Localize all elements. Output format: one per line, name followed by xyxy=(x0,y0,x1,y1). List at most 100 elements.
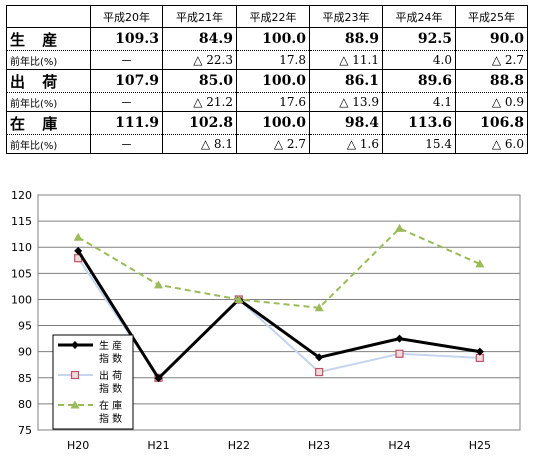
table-cell: 111.9 xyxy=(90,111,163,135)
legend-label: 指 数 xyxy=(99,382,122,395)
header-cell-h20: 平成20年 xyxy=(90,5,163,28)
data-point-diamond xyxy=(475,347,484,356)
row-sublabel: 前年比(%) xyxy=(6,92,91,112)
table-cell: － xyxy=(90,50,163,70)
table-cell: 98.4 xyxy=(309,111,383,135)
table-cell: △ 2.7 xyxy=(236,134,310,154)
table-row-production: 生 産 109.3 84.9 100.0 88.9 92.5 90.0 xyxy=(6,27,528,51)
data-point-triangle xyxy=(314,303,324,312)
table-cell: 113.6 xyxy=(382,111,456,135)
table-cell: 92.5 xyxy=(382,27,456,51)
table-cell: 4.0 xyxy=(382,50,456,70)
table-cell: 85.0 xyxy=(162,69,237,93)
legend-label: 指 数 xyxy=(99,412,122,425)
y-tick-label: 115 xyxy=(11,215,32,228)
y-tick-label: 100 xyxy=(11,293,32,306)
header-cell-corner xyxy=(6,5,91,28)
header-cell-h23: 平成23年 xyxy=(309,5,383,28)
table-cell: △ 6.0 xyxy=(455,134,528,154)
y-tick-label: 80 xyxy=(18,398,32,411)
table-cell: 107.9 xyxy=(90,69,163,93)
table-cell: △ 13.9 xyxy=(309,92,383,112)
header-cell-h25: 平成25年 xyxy=(455,5,528,28)
table-cell: 100.0 xyxy=(236,27,310,51)
data-point-diamond xyxy=(71,341,79,349)
table-cell: △ 22.3 xyxy=(162,50,237,70)
y-tick-label: 90 xyxy=(18,346,32,359)
x-tick-label: H20 xyxy=(67,439,89,452)
table-cell: 89.6 xyxy=(382,69,456,93)
row-label-shipment: 出 荷 xyxy=(6,69,91,93)
plot-area-frame xyxy=(37,194,521,431)
row-label-production: 生 産 xyxy=(6,27,91,51)
table-header-row: 平成20年 平成21年 平成22年 平成23年 平成24年 平成25年 xyxy=(6,5,528,28)
table-cell: － xyxy=(90,134,163,154)
table-cell: 84.9 xyxy=(162,27,237,51)
y-tick-label: 105 xyxy=(11,267,32,280)
data-point-triangle xyxy=(475,259,485,268)
table-cell: △ 1.6 xyxy=(309,134,383,154)
x-tick-label: H25 xyxy=(469,439,491,452)
y-tick-label: 110 xyxy=(11,241,32,254)
series-line xyxy=(77,257,480,380)
y-axis-tick-labels: 75 80 85 90 95 100 105 110 115 120 xyxy=(11,189,32,437)
table-row-production-yoy: 前年比(%) － △ 22.3 17.8 △ 11.1 4.0 △ 2.7 xyxy=(6,50,528,70)
data-point-diamond xyxy=(154,374,163,383)
table-cell: △ 8.1 xyxy=(162,134,237,154)
data-point-square xyxy=(395,349,404,358)
y-tick-label: 95 xyxy=(18,320,32,333)
series-production xyxy=(74,246,484,383)
x-tick-label: H22 xyxy=(228,439,250,452)
header-cell-h22: 平成22年 xyxy=(236,5,310,28)
table-row-shipment: 出 荷 107.9 85.0 100.0 86.1 89.6 88.8 xyxy=(6,69,528,93)
table-row-inventory: 在 庫 111.9 102.8 100.0 98.4 113.6 106.8 xyxy=(6,111,528,135)
table-cell: 17.8 xyxy=(236,50,310,70)
table-cell: △ 0.9 xyxy=(455,92,528,112)
table-row-inventory-yoy: 前年比(%) － △ 8.1 △ 2.7 △ 1.6 15.4 △ 6.0 xyxy=(6,134,528,154)
x-tick-label: H24 xyxy=(388,439,410,452)
data-point-triangle xyxy=(73,232,83,241)
chart-series xyxy=(73,223,485,383)
data-point-diamond xyxy=(74,246,83,255)
legend-label: 出 荷 xyxy=(99,369,122,382)
table-cell: 100.0 xyxy=(236,111,310,135)
table-cell: △ 2.7 xyxy=(455,50,528,70)
legend-label: 在 庫 xyxy=(99,399,122,412)
data-point-diamond xyxy=(395,334,404,343)
table-cell: 86.1 xyxy=(309,69,383,93)
table-cell: 90.0 xyxy=(455,27,528,51)
table-cell: 88.9 xyxy=(309,27,383,51)
table-cell: 17.6 xyxy=(236,92,310,112)
table-cell: △ 11.1 xyxy=(309,50,383,70)
y-tick-label: 75 xyxy=(18,424,32,437)
legend-box xyxy=(52,334,134,430)
data-point-triangle xyxy=(70,400,80,409)
header-cell-h24: 平成24年 xyxy=(382,5,456,28)
row-label-inventory: 在 庫 xyxy=(6,111,91,135)
table-cell: △ 21.2 xyxy=(162,92,237,112)
table-cell: 106.8 xyxy=(455,111,528,135)
data-point-triangle xyxy=(154,280,163,289)
data-point-triangle xyxy=(395,223,404,232)
table-cell: － xyxy=(90,92,163,112)
series-inventory xyxy=(73,223,485,312)
series-line xyxy=(76,250,481,381)
chart-legend: 生 産指 数出 荷指 数在 庫指 数 xyxy=(52,334,134,430)
stats-table: 平成20年 平成21年 平成22年 平成23年 平成24年 平成25年 生 産 … xyxy=(6,5,528,154)
table-cell: 88.8 xyxy=(455,69,528,93)
table-cell: 102.8 xyxy=(162,111,237,135)
table-cell: 15.4 xyxy=(382,134,456,154)
y-tick-label: 120 xyxy=(11,189,32,202)
y-tick-label: 85 xyxy=(18,372,32,385)
x-tick-label: H23 xyxy=(308,439,330,452)
legend-label: 生 産 xyxy=(99,339,122,352)
row-sublabel: 前年比(%) xyxy=(6,134,91,154)
table-row-shipment-yoy: 前年比(%) － △ 21.2 17.6 △ 13.9 4.1 △ 0.9 xyxy=(6,92,528,112)
x-tick-label: H21 xyxy=(147,439,169,452)
data-point-triangle xyxy=(234,294,244,303)
data-point-diamond xyxy=(315,353,324,362)
x-axis-tick-labels: H20 H21 H22 H23 H24 H25 xyxy=(67,439,491,452)
data-point-square xyxy=(70,370,80,380)
legend-label: 指 数 xyxy=(99,352,122,365)
